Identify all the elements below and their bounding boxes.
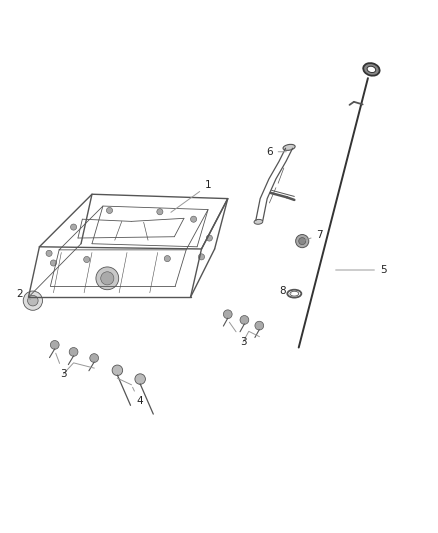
- Circle shape: [191, 216, 197, 222]
- Ellipse shape: [363, 63, 380, 76]
- Text: 3: 3: [230, 322, 247, 347]
- Circle shape: [164, 255, 170, 262]
- Circle shape: [106, 207, 113, 214]
- Circle shape: [28, 295, 38, 306]
- Circle shape: [23, 291, 42, 310]
- Text: 7: 7: [305, 230, 323, 240]
- Circle shape: [90, 354, 99, 362]
- Circle shape: [84, 256, 90, 263]
- Text: 1: 1: [171, 181, 212, 212]
- Ellipse shape: [254, 220, 263, 224]
- Ellipse shape: [367, 66, 376, 72]
- Circle shape: [50, 260, 57, 266]
- Circle shape: [69, 348, 78, 356]
- Text: 3: 3: [56, 353, 67, 379]
- Circle shape: [101, 272, 114, 285]
- Circle shape: [96, 267, 119, 290]
- Circle shape: [157, 209, 163, 215]
- Circle shape: [135, 374, 145, 384]
- Text: 5: 5: [336, 265, 387, 275]
- Circle shape: [50, 341, 59, 349]
- Circle shape: [112, 365, 123, 376]
- Text: 6: 6: [266, 147, 286, 157]
- Text: 2: 2: [16, 289, 30, 300]
- Circle shape: [71, 224, 77, 230]
- Circle shape: [206, 235, 212, 241]
- Text: 4: 4: [133, 387, 143, 406]
- Circle shape: [299, 238, 306, 245]
- Ellipse shape: [283, 144, 295, 150]
- Text: 8: 8: [279, 286, 292, 296]
- Circle shape: [223, 310, 232, 319]
- Circle shape: [240, 316, 249, 324]
- Circle shape: [46, 251, 52, 256]
- Circle shape: [296, 235, 309, 248]
- Circle shape: [255, 321, 264, 330]
- Circle shape: [198, 254, 205, 260]
